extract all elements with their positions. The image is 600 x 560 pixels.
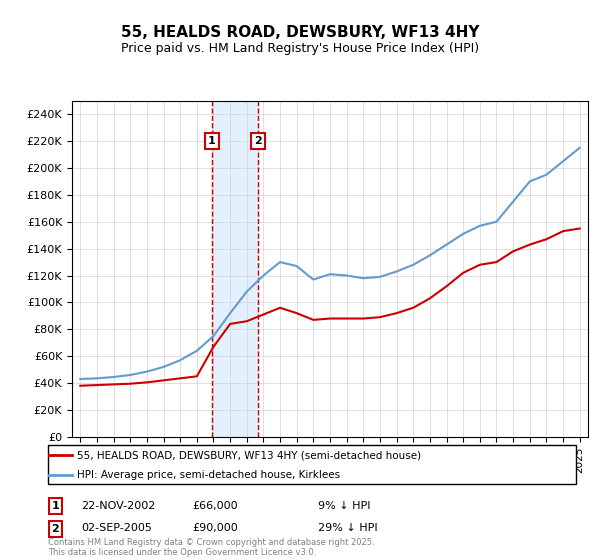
FancyBboxPatch shape <box>49 521 62 536</box>
Text: 9% ↓ HPI: 9% ↓ HPI <box>318 501 371 511</box>
Text: 55, HEALDS ROAD, DEWSBURY, WF13 4HY (semi-detached house): 55, HEALDS ROAD, DEWSBURY, WF13 4HY (sem… <box>77 450 421 460</box>
Text: 55, HEALDS ROAD, DEWSBURY, WF13 4HY: 55, HEALDS ROAD, DEWSBURY, WF13 4HY <box>121 25 479 40</box>
Text: Price paid vs. HM Land Registry's House Price Index (HPI): Price paid vs. HM Land Registry's House … <box>121 42 479 55</box>
FancyBboxPatch shape <box>48 445 576 484</box>
Bar <box>212 101 258 437</box>
Text: 2: 2 <box>52 524 59 534</box>
Text: Contains HM Land Registry data © Crown copyright and database right 2025.
This d: Contains HM Land Registry data © Crown c… <box>48 538 374 557</box>
Text: 1: 1 <box>52 501 59 511</box>
Text: £66,000: £66,000 <box>192 501 238 511</box>
Text: 29% ↓ HPI: 29% ↓ HPI <box>318 523 377 533</box>
Text: 02-SEP-2005: 02-SEP-2005 <box>81 523 152 533</box>
Text: 1: 1 <box>208 136 215 146</box>
Text: HPI: Average price, semi-detached house, Kirklees: HPI: Average price, semi-detached house,… <box>77 470 340 479</box>
Text: 2: 2 <box>254 136 262 146</box>
FancyBboxPatch shape <box>49 498 62 514</box>
Text: 22-NOV-2002: 22-NOV-2002 <box>81 501 155 511</box>
Text: £90,000: £90,000 <box>192 523 238 533</box>
